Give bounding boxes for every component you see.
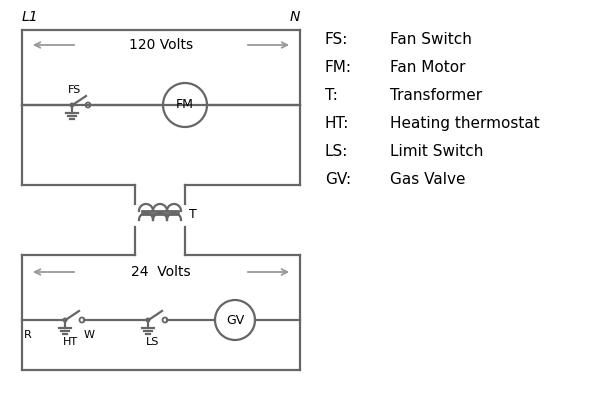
Text: Heating thermostat: Heating thermostat: [390, 116, 540, 131]
Text: Fan Motor: Fan Motor: [390, 60, 466, 75]
Text: Limit Switch: Limit Switch: [390, 144, 483, 159]
Text: HT: HT: [63, 337, 78, 347]
Circle shape: [63, 318, 67, 322]
Text: FM:: FM:: [325, 60, 352, 75]
Text: Gas Valve: Gas Valve: [390, 172, 466, 187]
Text: R: R: [24, 330, 32, 340]
Text: W: W: [84, 330, 95, 340]
Text: 120 Volts: 120 Volts: [129, 38, 193, 52]
Text: GV: GV: [226, 314, 244, 326]
Text: 24  Volts: 24 Volts: [131, 265, 191, 279]
Circle shape: [70, 102, 74, 108]
Text: LS:: LS:: [325, 144, 348, 159]
Text: LS: LS: [146, 337, 159, 347]
Text: L1: L1: [22, 10, 38, 24]
Text: T: T: [189, 208, 196, 222]
Text: N: N: [290, 10, 300, 24]
Text: Fan Switch: Fan Switch: [390, 32, 472, 47]
Text: FM: FM: [176, 98, 194, 112]
Text: HT:: HT:: [325, 116, 349, 131]
Text: GV:: GV:: [325, 172, 351, 187]
Text: T:: T:: [325, 88, 338, 103]
Text: FS:: FS:: [325, 32, 348, 47]
Text: FS: FS: [68, 85, 81, 95]
Circle shape: [146, 318, 150, 322]
Text: Transformer: Transformer: [390, 88, 482, 103]
